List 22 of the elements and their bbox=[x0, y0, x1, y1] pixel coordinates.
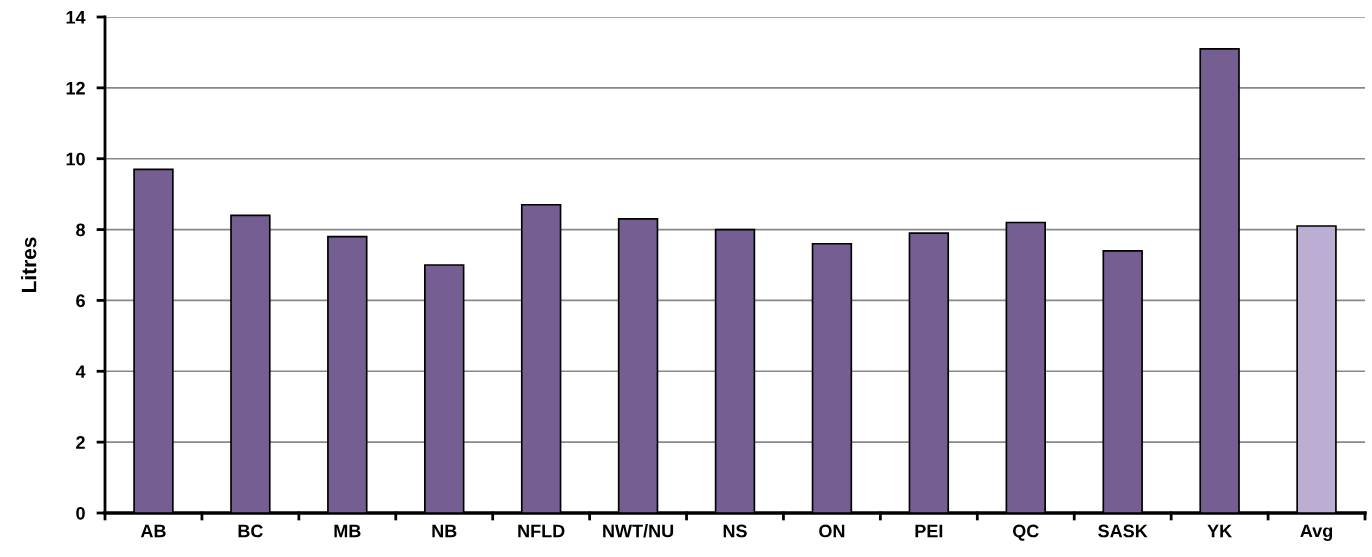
x-tick-label: Avg bbox=[1300, 524, 1333, 541]
x-tick-label: NS bbox=[723, 524, 747, 538]
y-axis-title: Litres bbox=[21, 237, 37, 292]
x-tick-label: NWT/NU bbox=[603, 524, 674, 538]
y-tick-label: 6 bbox=[76, 294, 85, 308]
y-tick-label: 8 bbox=[76, 223, 85, 237]
x-tick-label: SASK bbox=[1098, 524, 1148, 538]
x-tick-label: NB bbox=[432, 524, 457, 538]
x-tick-label: ON bbox=[819, 524, 845, 538]
y-tick-label: 10 bbox=[66, 152, 85, 166]
y-tick-label: 4 bbox=[75, 365, 86, 378]
y-tick-label: 14 bbox=[66, 11, 86, 24]
x-tick-label: MB bbox=[334, 524, 361, 538]
x-tick-label: PEI bbox=[915, 524, 943, 538]
x-tick-label: BC bbox=[238, 524, 263, 538]
y-tick-label: 2 bbox=[76, 436, 85, 449]
y-tick-label: 0 bbox=[76, 506, 85, 520]
x-tick-label: NFLD bbox=[518, 524, 565, 538]
x-tick-label: AB bbox=[140, 524, 166, 538]
x-tick-label: YK bbox=[1207, 524, 1232, 538]
y-tick-label: 12 bbox=[66, 81, 85, 95]
x-tick-label: QC bbox=[1012, 524, 1039, 541]
